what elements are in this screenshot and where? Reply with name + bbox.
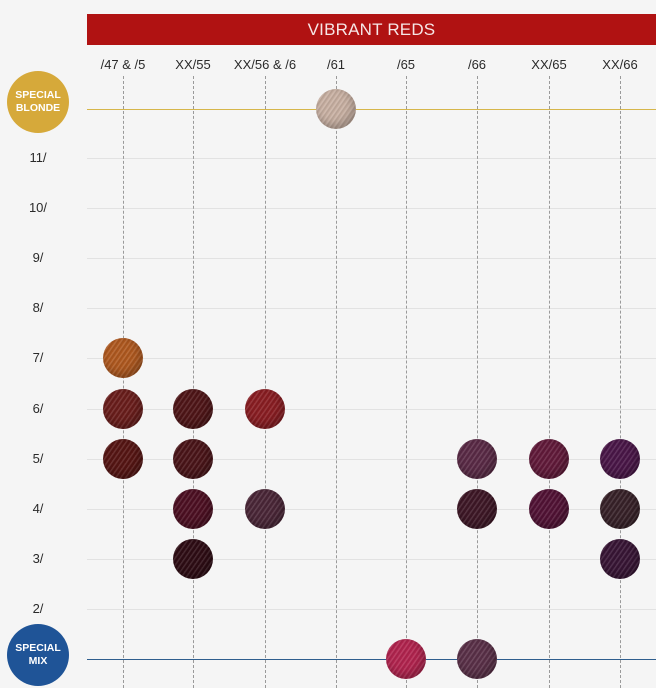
- special-mix-badge-label: SPECIAL MIX: [15, 642, 61, 667]
- row-gridline: [87, 358, 656, 359]
- color-swatch[interactable]: [103, 338, 143, 378]
- row-gridline: [87, 559, 656, 560]
- row-gridline: [87, 509, 656, 510]
- color-swatch[interactable]: [457, 439, 497, 479]
- column-gridline: [123, 76, 124, 688]
- column-header: XX/65: [531, 57, 567, 72]
- special-mix-badge: SPECIAL MIX: [7, 624, 69, 686]
- color-swatch[interactable]: [173, 539, 213, 579]
- column-gridline: [193, 76, 194, 688]
- column-header: /65: [396, 57, 416, 72]
- color-swatch[interactable]: [600, 489, 640, 529]
- level-label: 3/: [32, 551, 44, 566]
- level-label: 11/: [29, 150, 47, 165]
- level-label: 8/: [32, 300, 44, 315]
- level-label: 2/: [32, 601, 44, 616]
- color-swatch[interactable]: [245, 389, 285, 429]
- color-swatch[interactable]: [245, 489, 285, 529]
- color-swatch[interactable]: [386, 639, 426, 679]
- color-swatch[interactable]: [173, 489, 213, 529]
- row-gridline: [87, 609, 656, 610]
- chart-title-banner: VIBRANT REDS: [87, 14, 656, 45]
- column-header: /61: [326, 57, 346, 72]
- column-header: XX/66: [602, 57, 638, 72]
- level-label: 4/: [32, 501, 44, 516]
- color-swatch[interactable]: [457, 489, 497, 529]
- column-header: /47 & /5: [100, 57, 146, 72]
- row-gridline: [87, 409, 656, 410]
- column-gridline: [549, 76, 550, 688]
- color-swatch[interactable]: [316, 89, 356, 129]
- level-label: 7/: [32, 350, 44, 365]
- color-swatch[interactable]: [600, 539, 640, 579]
- column-header: /66: [467, 57, 487, 72]
- special-blonde-badge-label: SPECIAL BLONDE: [15, 89, 61, 114]
- color-swatch[interactable]: [103, 389, 143, 429]
- color-swatch[interactable]: [173, 439, 213, 479]
- row-gridline: [87, 109, 656, 110]
- column-gridline: [620, 76, 621, 688]
- color-swatch[interactable]: [173, 389, 213, 429]
- row-gridline: [87, 659, 656, 660]
- row-gridline: [87, 258, 656, 259]
- column-gridline: [477, 76, 478, 688]
- level-label: 6/: [32, 401, 44, 416]
- color-swatch[interactable]: [529, 489, 569, 529]
- row-gridline: [87, 158, 656, 159]
- row-gridline: [87, 459, 656, 460]
- row-gridline: [87, 208, 656, 209]
- column-header: XX/56 & /6: [233, 57, 297, 72]
- color-swatch[interactable]: [457, 639, 497, 679]
- special-blonde-badge: SPECIAL BLONDE: [7, 71, 69, 133]
- level-label: 10/: [28, 200, 48, 215]
- color-swatch[interactable]: [600, 439, 640, 479]
- level-label: 5/: [32, 451, 44, 466]
- color-swatch[interactable]: [529, 439, 569, 479]
- column-gridline: [406, 76, 407, 688]
- color-swatch[interactable]: [103, 439, 143, 479]
- column-gridline: [336, 76, 337, 688]
- column-gridline: [265, 76, 266, 688]
- column-header: XX/55: [175, 57, 211, 72]
- row-gridline: [87, 308, 656, 309]
- level-label: 9/: [32, 250, 44, 265]
